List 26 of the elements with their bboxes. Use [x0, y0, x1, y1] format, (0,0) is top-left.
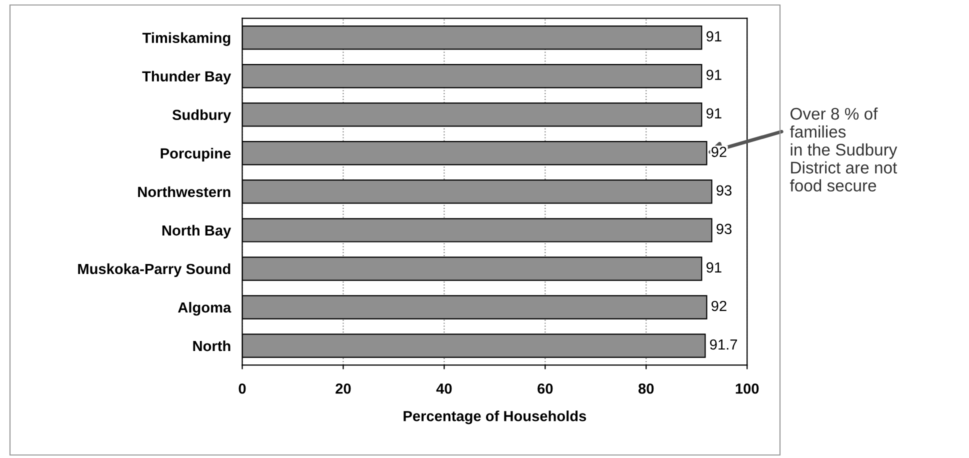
- data-label: 93: [716, 185, 732, 196]
- data-label: 92: [712, 146, 726, 158]
- data-label: 91: [706, 70, 722, 80]
- x-tick-label: 60: [538, 383, 553, 394]
- y-tick-label: Sudbury: [172, 109, 232, 123]
- y-tick-label: North: [193, 340, 230, 352]
- x-tick-label: 0: [238, 383, 246, 394]
- y-tick-label: Timiskaming: [142, 32, 230, 46]
- x-tick-label: 100: [736, 383, 759, 394]
- y-tick-label: North Bay: [162, 224, 232, 239]
- x-tick-label: 80: [638, 383, 654, 394]
- data-label: 91.7: [710, 339, 738, 350]
- y-tick-label: Northwestern: [138, 186, 230, 198]
- annotation: Over 8 % of families in the Sudbury District are not food secure: [790, 107, 898, 192]
- y-tick-label: Muskoka-Parry Sound: [78, 263, 230, 278]
- data-label: 92: [712, 300, 726, 312]
- y-tick-label: Thunder Bay: [142, 70, 232, 84]
- data-label: 93: [716, 224, 732, 234]
- x-tick-label: 20: [336, 383, 351, 394]
- data-label: 91: [706, 262, 722, 273]
- y-tick-label: Porcupine: [160, 148, 231, 162]
- x-tick-label: 40: [436, 383, 452, 394]
- y-tick-label: Algoma: [178, 302, 232, 316]
- data-label: 91: [706, 31, 722, 42]
- x-axis-title: Percentage of Households: [404, 410, 586, 424]
- data-label: 91: [706, 108, 722, 119]
